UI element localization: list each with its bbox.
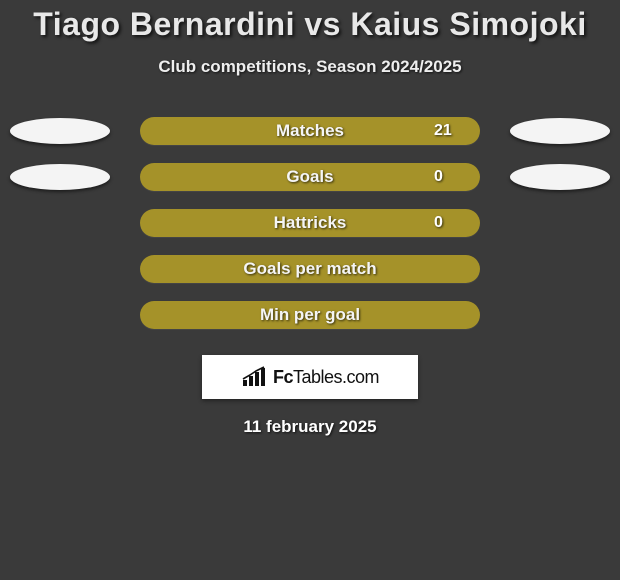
stat-row: Matches21: [0, 117, 620, 145]
barchart-icon: [241, 366, 267, 388]
bar-left-fill: [140, 301, 310, 329]
player2-marker: [510, 118, 610, 144]
player2-marker: [510, 164, 610, 190]
stat-bar: Min per goal: [140, 301, 480, 329]
bar-left-fill: [140, 209, 310, 237]
player1-marker: [10, 164, 110, 190]
subtitle: Club competitions, Season 2024/2025: [0, 57, 620, 77]
logo-rest: Tables.com: [293, 367, 379, 387]
bar-right-fill: [310, 255, 480, 283]
stat-row: Min per goal: [0, 301, 620, 329]
stat-value-right: 0: [434, 163, 470, 191]
bar-left-fill: [140, 163, 310, 191]
player1-marker: [10, 118, 110, 144]
stat-value-right: 0: [434, 209, 470, 237]
logo-strong: Fc: [273, 367, 293, 387]
bar-right-fill: [310, 301, 480, 329]
comparison-card: Tiago Bernardini vs Kaius Simojoki Club …: [0, 0, 620, 580]
stat-row: Goals0: [0, 163, 620, 191]
logo-text: FcTables.com: [273, 367, 379, 388]
stat-bar: Hattricks: [140, 209, 480, 237]
bar-left-fill: [140, 255, 310, 283]
page-title: Tiago Bernardini vs Kaius Simojoki: [0, 0, 620, 43]
player1-name: Tiago Bernardini: [33, 6, 295, 42]
logo-box: FcTables.com: [202, 355, 418, 399]
stat-value-right: 21: [434, 117, 470, 145]
player2-name: Kaius Simojoki: [350, 6, 586, 42]
vs-label: vs: [304, 6, 341, 42]
bar-right-fill: [160, 117, 480, 145]
stat-row: Hattricks0: [0, 209, 620, 237]
date-label: 11 february 2025: [0, 417, 620, 437]
bar-left-fill: [140, 117, 160, 145]
stat-rows: Matches21Goals0Hattricks0Goals per match…: [0, 117, 620, 329]
stat-bar: Goals: [140, 163, 480, 191]
stat-bar: Matches: [140, 117, 480, 145]
stat-row: Goals per match: [0, 255, 620, 283]
stat-bar: Goals per match: [140, 255, 480, 283]
